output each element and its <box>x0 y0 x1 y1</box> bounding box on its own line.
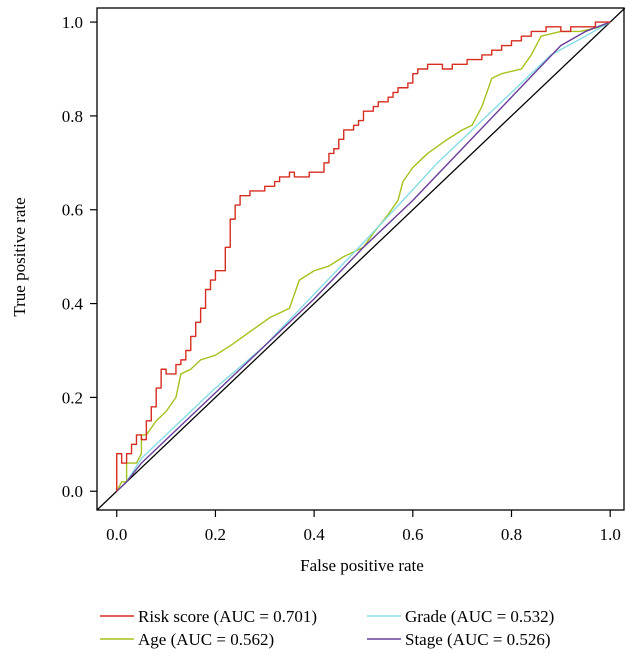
x-tick-label: 0.6 <box>402 525 423 544</box>
y-tick-label: 1.0 <box>62 13 83 32</box>
x-axis-label: False positive rate <box>300 556 424 575</box>
y-axis-ticks: 0.0 0.2 0.4 0.6 0.8 1.0 <box>62 13 97 501</box>
series-line-1 <box>116 21 611 492</box>
legend-label: Age (AUC = 0.562) <box>138 630 274 649</box>
x-axis-ticks: 0.0 0.2 0.4 0.6 0.8 1.0 <box>106 510 621 544</box>
legend: Risk score (AUC = 0.701) Age (AUC = 0.562… <box>100 607 554 649</box>
series-line-0 <box>116 21 611 492</box>
x-tick-label: 0.8 <box>501 525 522 544</box>
diagonal-reference-line <box>97 8 625 510</box>
x-tick-label: 0.2 <box>205 525 226 544</box>
plot-frame <box>96 7 625 511</box>
legend-label: Risk score (AUC = 0.701) <box>138 607 317 626</box>
y-axis-label: True positive rate <box>10 197 29 316</box>
y-tick-label: 0.4 <box>62 295 84 314</box>
x-tick-label: 1.0 <box>600 525 621 544</box>
x-tick-label: 0.4 <box>303 525 325 544</box>
series-line-2 <box>116 21 611 492</box>
plot-curves <box>97 8 625 510</box>
y-tick-label: 0.6 <box>62 201 83 220</box>
legend-label: Grade (AUC = 0.532) <box>405 607 554 626</box>
x-tick-label: 0.0 <box>106 525 127 544</box>
y-tick-label: 0.0 <box>62 482 83 501</box>
y-tick-label: 0.8 <box>62 107 83 126</box>
legend-label: Stage (AUC = 0.526) <box>405 630 551 649</box>
y-tick-label: 0.2 <box>62 388 83 407</box>
series-line-3 <box>116 21 611 492</box>
